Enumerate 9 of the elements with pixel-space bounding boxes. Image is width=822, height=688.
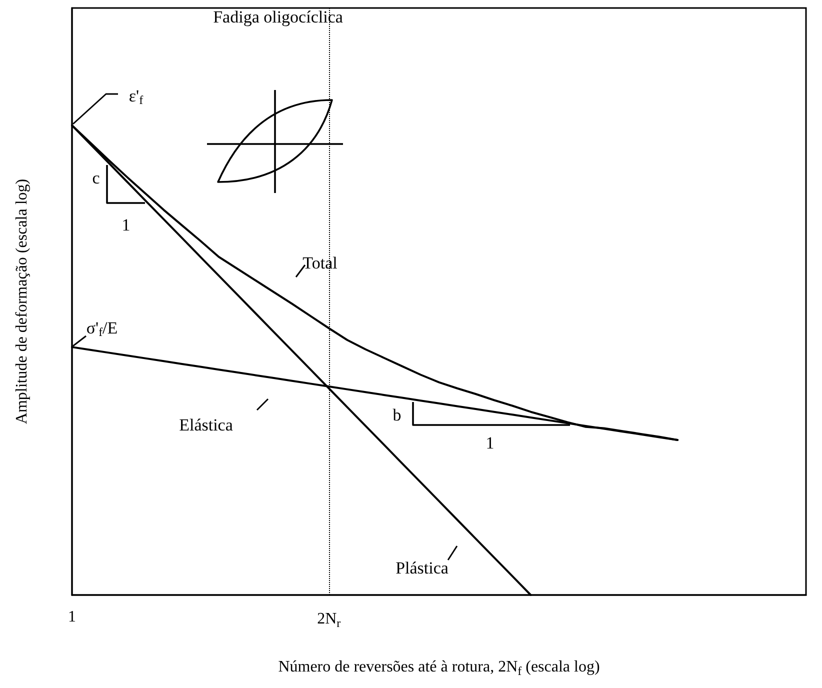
annotation: 1 [486,434,494,452]
annotation: c [92,168,100,188]
annotation: Total [302,254,338,272]
annotation: Elástica [179,416,234,434]
y-axis-title: Amplitude de deformação (escala log) [14,178,30,424]
annotation: 1 [122,216,130,234]
annotation: Plástica [396,558,449,578]
annotation: b [392,406,402,424]
text: Fadiga oligocíclica [213,8,344,26]
